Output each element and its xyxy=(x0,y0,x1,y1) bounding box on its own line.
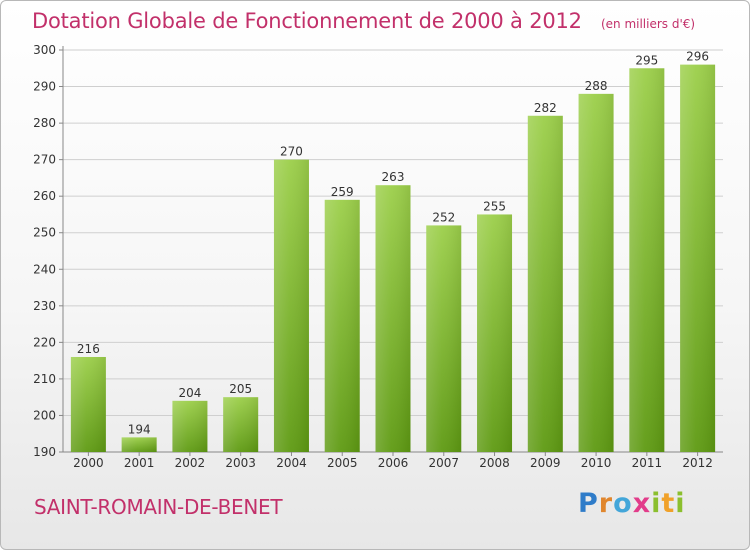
x-tick-label: 2005 xyxy=(327,456,358,470)
y-tick-label: 230 xyxy=(33,299,56,313)
x-tick-label: 2011 xyxy=(632,456,663,470)
x-tick-label: 2012 xyxy=(682,456,713,470)
x-tick-label: 2002 xyxy=(175,456,206,470)
bar-shine xyxy=(223,397,259,452)
bar-shine xyxy=(70,356,106,452)
bar-shine xyxy=(680,64,716,453)
y-tick-label: 290 xyxy=(33,80,56,94)
commune-name: SAINT-ROMAIN-DE-BENET xyxy=(34,495,283,519)
value-label: 255 xyxy=(483,199,506,213)
value-label: 194 xyxy=(128,422,151,436)
x-tick-label: 2001 xyxy=(124,456,155,470)
bar-shine xyxy=(527,115,563,453)
value-label: 252 xyxy=(432,210,455,224)
value-label: 282 xyxy=(534,101,557,115)
y-tick-label: 250 xyxy=(33,226,56,240)
title-row: Dotation Globale de Fonctionnement de 20… xyxy=(32,9,695,33)
y-tick-label: 270 xyxy=(33,153,56,167)
bar-shine xyxy=(324,199,360,452)
value-label: 216 xyxy=(77,342,100,356)
bars xyxy=(70,64,716,453)
x-tick-label: 2009 xyxy=(530,456,561,470)
bar-shine xyxy=(121,437,157,452)
x-tick-label: 2008 xyxy=(479,456,510,470)
chart-subtitle: (en milliers d'€) xyxy=(600,17,696,31)
y-tick-label: 190 xyxy=(33,445,56,459)
value-label: 288 xyxy=(585,79,608,93)
y-tick-label: 260 xyxy=(33,189,56,203)
y-tick-label: 240 xyxy=(33,262,56,276)
value-label: 270 xyxy=(280,145,303,159)
x-tick-label: 2007 xyxy=(428,456,459,470)
bar-shine xyxy=(172,400,208,452)
x-tick-label: 2004 xyxy=(276,456,307,470)
y-tick-label: 220 xyxy=(33,335,56,349)
bar-shine xyxy=(477,214,513,452)
bar-shine xyxy=(273,159,309,453)
value-label: 263 xyxy=(382,170,405,184)
x-tick-label: 2006 xyxy=(378,456,409,470)
y-tick-label: 280 xyxy=(33,116,56,130)
value-label: 205 xyxy=(229,382,252,396)
proxiti-logo[interactable]: Proxiti xyxy=(578,488,686,519)
chart-title: Dotation Globale de Fonctionnement de 20… xyxy=(32,9,582,33)
x-tick-label: 2010 xyxy=(581,456,612,470)
y-tick-label: 300 xyxy=(33,43,56,57)
x-tick-label: 2000 xyxy=(73,456,104,470)
bar-shine xyxy=(375,185,411,452)
y-tick-label: 200 xyxy=(33,408,56,422)
value-labels: 216 2000 194 2001 204 2002 205 2003 270 2004 259 20… xyxy=(73,50,713,470)
bar-shine xyxy=(578,93,614,452)
bar-shine xyxy=(426,225,462,452)
value-label: 259 xyxy=(331,185,354,199)
y-tick-label: 210 xyxy=(33,372,56,386)
value-label: 296 xyxy=(686,50,709,64)
value-label: 204 xyxy=(178,386,201,400)
value-label: 295 xyxy=(635,53,658,67)
x-tick-label: 2003 xyxy=(225,456,256,470)
bar-shine xyxy=(629,68,665,452)
